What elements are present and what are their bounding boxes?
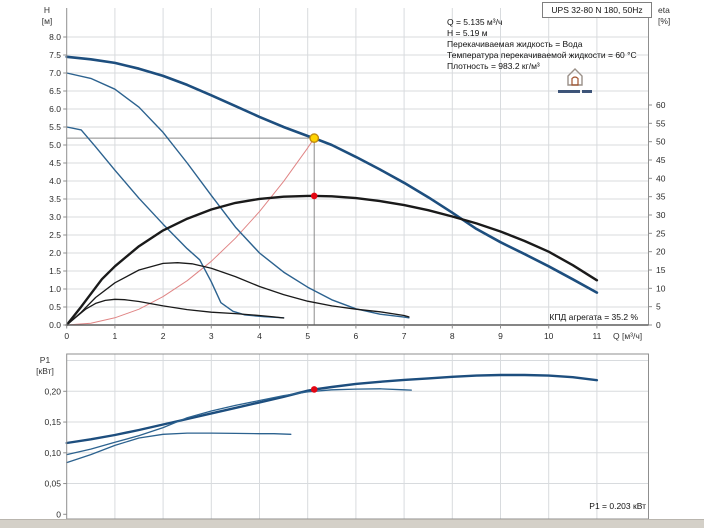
power-point-marker (311, 386, 318, 393)
eta-speed2-curve (67, 263, 409, 325)
eta-tick-label: 10 (656, 283, 666, 293)
h-tick-label: 0.5 (49, 302, 61, 312)
q-tick-label: 8 (450, 331, 455, 341)
eta-axis-title: eta [%] (658, 5, 670, 27)
p1-tick-label: 0,05 (44, 479, 61, 489)
eta-tick-label: 60 (656, 100, 666, 110)
h-tick-label: 3.0 (49, 212, 61, 222)
eta-tick-label: 5 (656, 302, 661, 312)
info-line: H = 5.19 м (447, 28, 637, 39)
efficiency-note: КПД агрегата = 35.2 % (549, 312, 638, 322)
h-tick-label: 3.5 (49, 194, 61, 204)
operating-point-info: Q = 5.135 м³/чH = 5.19 мПерекачиваемая ж… (447, 17, 637, 72)
h-tick-label: 2.0 (49, 248, 61, 258)
eta-tick-label: 45 (656, 155, 666, 165)
p1-axis-title: P1 [кВт] (28, 355, 62, 377)
p1-axis-unit: [кВт] (28, 366, 62, 377)
chart-title: UPS 32-80 N 180, 50Hz (551, 5, 642, 15)
q-tick-label: 7 (402, 331, 407, 341)
h-tick-label: 6.5 (49, 86, 61, 96)
h-axis-unit: [м] (34, 16, 60, 27)
q-tick-label: 0 (64, 331, 69, 341)
eta-tick-label: 30 (656, 210, 666, 220)
p1-axis-symbol: P1 (28, 355, 62, 366)
efficiency-point-marker (311, 193, 318, 200)
info-line: Перекачиваемая жидкость = Вода (447, 39, 637, 50)
eta-tick-label: 55 (656, 118, 666, 128)
eta-tick-label: 20 (656, 247, 666, 257)
h-axis-title: H [м] (34, 5, 60, 27)
q-tick-label: 6 (354, 331, 359, 341)
q-tick-label: 5 (305, 331, 310, 341)
h-tick-label: 1.5 (49, 266, 61, 276)
h-tick-label: 2.5 (49, 230, 61, 240)
q-tick-label: 9 (498, 331, 503, 341)
h-tick-label: 6.0 (49, 104, 61, 114)
q-axis-title: Q [м³/ч] (613, 331, 642, 341)
chart-title-box: UPS 32-80 N 180, 50Hz (542, 2, 652, 18)
p1-tick-label: 0 (56, 509, 61, 519)
q-tick-label: 2 (161, 331, 166, 341)
p1-tick-label: 0,20 (44, 386, 61, 396)
p1-tick-label: 0,10 (44, 448, 61, 458)
eta-tick-label: 35 (656, 192, 666, 202)
eta-tick-label: 0 (656, 320, 661, 330)
power-note: P1 = 0.203 кВт (589, 501, 646, 511)
h-tick-label: 7.0 (49, 68, 61, 78)
eta-tick-label: 40 (656, 173, 666, 183)
eta-axis-symbol: eta (658, 5, 670, 16)
eta-tick-label: 25 (656, 228, 666, 238)
h-tick-label: 5.0 (49, 140, 61, 150)
q-tick-label: 3 (209, 331, 214, 341)
h-tick-label: 5.5 (49, 122, 61, 132)
q-tick-label: 4 (257, 331, 262, 341)
q-tick-label: 1 (113, 331, 118, 341)
info-line: Плотность = 983.2 кг/м³ (447, 61, 637, 72)
eta-axis-unit: [%] (658, 16, 670, 27)
h-tick-label: 1.0 (49, 284, 61, 294)
duty-point-marker (310, 134, 318, 142)
eta-tick-label: 50 (656, 137, 666, 147)
pump-charts-canvas: 8.0 7.5 7.0 6.5 6.0 5.5 5.0 4.5 4.0 3.5 3.0 2.5 2.0 1… (0, 0, 704, 528)
info-line: Температура перекачиваемой жидкости = 60… (447, 50, 637, 61)
info-line: Q = 5.135 м³/ч (447, 17, 637, 28)
bottom-chart-border (67, 354, 649, 519)
h-tick-label: 0.0 (49, 320, 61, 330)
q-tick-label: 10 (544, 331, 554, 341)
h-axis-symbol: H (34, 5, 60, 16)
p1-tick-label: 0,15 (44, 417, 61, 427)
footer-strip (0, 519, 704, 528)
eta-tick-label: 15 (656, 265, 666, 275)
h-tick-label: 4.5 (49, 158, 61, 168)
head-speed3-curve (67, 57, 597, 293)
q-tick-label: 11 (592, 331, 601, 341)
h-tick-label: 8.0 (49, 32, 61, 42)
h-tick-label: 7.5 (49, 50, 61, 60)
h-tick-label: 4.0 (49, 176, 61, 186)
pump-curve-window: 8.0 7.5 7.0 6.5 6.0 5.5 5.0 4.5 4.0 3.5 3.0 2.5 2.0 1… (0, 0, 704, 528)
